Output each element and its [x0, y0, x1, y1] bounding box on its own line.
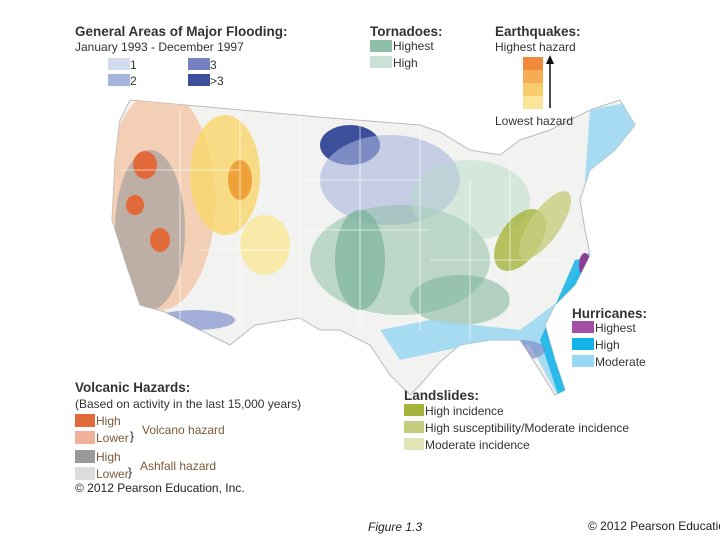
volcano-swatch: [75, 414, 95, 427]
landslide-swatch: [404, 421, 424, 433]
hurricane-swatch: [572, 321, 594, 333]
ashfall-item: High: [96, 450, 121, 464]
hurricane-swatch: [572, 338, 594, 350]
flood-swatch: [188, 58, 210, 70]
volcano-label: Volcano hazard: [142, 423, 225, 437]
landslide-title: Landslides:: [404, 388, 479, 403]
flood-swatch: [108, 74, 130, 86]
quake-swatch: [523, 83, 543, 96]
flood-swatch: [188, 74, 210, 86]
brace: }: [128, 465, 132, 479]
flood-title: General Areas of Major Flooding:: [75, 24, 288, 39]
volcanic-title: Volcanic Hazards:: [75, 380, 190, 395]
tornado-item: High: [393, 56, 418, 70]
landslide-item: High incidence: [425, 404, 504, 418]
flood-item: 1: [130, 58, 137, 72]
landslide-item: High susceptibility/Moderate incidence: [425, 421, 629, 435]
flood-item: 3: [210, 58, 217, 72]
hurricane-item: Highest: [595, 321, 636, 335]
flood-item: >3: [210, 74, 224, 88]
quake-arrowhead: [546, 55, 554, 64]
quake-swatch: [523, 57, 543, 70]
tornado-swatch: [370, 56, 392, 68]
tornado-title: Tornadoes:: [370, 24, 443, 39]
flood-subtitle: January 1993 - December 1997: [75, 40, 244, 54]
quake-title: Earthquakes:: [495, 24, 581, 39]
hurricane-item: Moderate: [595, 355, 646, 369]
quake-swatch: [523, 96, 543, 109]
quake-bottom: Lowest hazard: [495, 114, 573, 128]
landslide-swatch: [404, 438, 424, 450]
landslide-item: Moderate incidence: [425, 438, 530, 452]
state-lines: [120, 110, 560, 340]
tornado-item: Highest: [393, 39, 434, 53]
ashfall-item: Lower: [96, 467, 129, 481]
hurricane-title: Hurricanes:: [572, 306, 647, 321]
flood-item: 2: [130, 74, 137, 88]
landslide-swatch: [404, 404, 424, 416]
hurricane-swatch: [572, 355, 594, 367]
volcano-swatch: [75, 431, 95, 444]
brace: }: [130, 429, 134, 443]
ashfall-swatch: [75, 450, 95, 463]
volcano-item: Lower: [96, 431, 129, 445]
quake-top: Highest hazard: [495, 40, 576, 54]
caption: Figure 1.3: [368, 520, 422, 534]
footer: © 2012 Pearson Education, Inc.: [588, 519, 720, 533]
flood-swatch: [108, 58, 130, 70]
volcano-item: High: [96, 414, 121, 428]
ashfall-label: Ashfall hazard: [140, 459, 216, 473]
ashfall-swatch: [75, 467, 95, 480]
hurricane-item: High: [595, 338, 620, 352]
map-credit: © 2012 Pearson Education, Inc.: [75, 481, 245, 495]
quake-swatch: [523, 70, 543, 83]
volcanic-subtitle: (Based on activity in the last 15,000 ye…: [75, 397, 301, 411]
tornado-swatch: [370, 40, 392, 52]
